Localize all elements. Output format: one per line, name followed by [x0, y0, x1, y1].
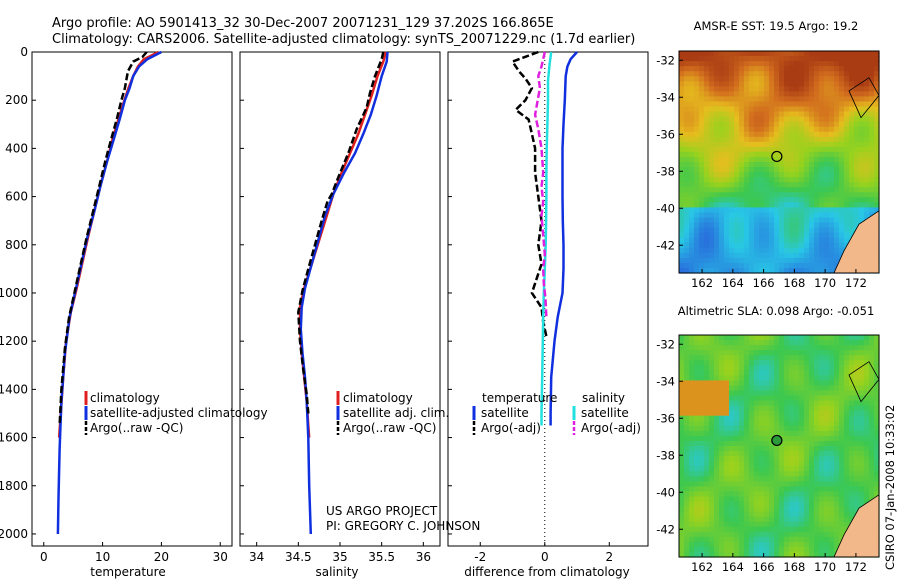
argo-location-marker	[771, 434, 783, 447]
map-x-tick-label: 166	[753, 276, 775, 290]
series-line-argo	[58, 51, 148, 426]
legend-climatology: climatology	[343, 391, 413, 405]
x-tick-label: 35	[332, 550, 347, 564]
legend-s-satellite: satellite	[581, 406, 629, 420]
pi-text: PI: GREGORY C. JOHNSON	[326, 519, 480, 533]
x-tick-label: 30	[213, 550, 228, 564]
legend-temperature: temperature	[482, 391, 557, 405]
map-x-tick-label: 168	[783, 276, 805, 290]
series-line-satellite	[299, 51, 389, 535]
map-y-tick-label: -38	[656, 164, 675, 178]
y-tick-label: 1800	[0, 479, 28, 493]
y-tick-label: 0	[20, 45, 28, 59]
series-line-t_argo	[510, 50, 548, 337]
legend-s-argo: Argo(-adj)	[581, 421, 641, 435]
header-line1: Argo profile: AO 5901413_32 30-Dec-2007 …	[52, 16, 554, 31]
map-x-tick-label: 162	[691, 560, 713, 574]
salinity-legend: climatology satellite adj. clim. Argo(..…	[336, 391, 449, 435]
map-x-tick-label: 164	[722, 276, 744, 290]
difference-axes	[447, 51, 649, 547]
sla-map: 162 164 166 168 170 172 -32 -34 -36 -38 -40 -42	[656, 334, 880, 574]
y-tick-label: 1200	[0, 334, 28, 348]
y-tick-label: 2000	[0, 527, 28, 541]
y-tick-label: 400	[5, 141, 28, 155]
map-x-tick-label: 162	[691, 276, 713, 290]
map-y-tick-label: -42	[656, 238, 675, 252]
legend-satellite-adjusted: satellite-adjusted climatology	[90, 406, 268, 420]
map-y-tick-label: -38	[656, 448, 675, 462]
project-text: US ARGO PROJECT	[326, 504, 438, 518]
x-tick-label: 0	[40, 550, 48, 564]
sst-map-title: AMSR-E SST: 19.5 Argo: 19.2	[694, 19, 859, 33]
temperature-legend: climatology satellite-adjusted climatolo…	[84, 391, 268, 435]
x-tick-label: 34	[249, 550, 264, 564]
map-x-tick-label: 170	[814, 276, 836, 290]
y-tick-label: 200	[5, 93, 28, 107]
temperature-axes	[31, 51, 233, 547]
map-frame	[678, 334, 880, 558]
map-y-tick-label: -36	[656, 127, 675, 141]
argo-location-marker	[771, 150, 783, 163]
legend-satellite: satellite adj. clim.	[343, 406, 449, 420]
series-line-s_sat	[540, 51, 553, 426]
map-y-tick-label: -32	[656, 337, 675, 351]
legend-t-satellite: satellite	[481, 406, 529, 420]
x-tick-label: 35.5	[368, 550, 395, 564]
legend-salinity: salinity	[582, 391, 625, 405]
legend-argo: Argo(..raw -QC)	[90, 421, 183, 435]
map-y-tick-label: -32	[656, 53, 675, 67]
salinity-axes	[239, 51, 441, 547]
map-y-tick-label: -36	[656, 411, 675, 425]
series-line-argo	[297, 51, 385, 414]
sst-map: 162 164 166 168 170 172 -32 -34 -36 -38 -40 -42	[656, 50, 880, 290]
series-line-s_argo	[533, 51, 548, 318]
salinity-xlabel: salinity	[315, 565, 358, 579]
map-x-tick-label: 170	[814, 560, 836, 574]
series-line-t_sat	[549, 51, 578, 426]
difference-legend: temperature satellite Argo(-adj) salinit…	[472, 391, 641, 435]
y-tick-label: 1400	[0, 382, 28, 396]
y-tick-label: 1600	[0, 431, 28, 445]
x-tick-label: 2	[605, 550, 613, 564]
map-x-tick-label: 172	[845, 276, 867, 290]
legend-t-argo: Argo(-adj)	[481, 421, 541, 435]
legend-climatology: climatology	[90, 391, 160, 405]
map-y-tick-label: -34	[656, 90, 675, 104]
series-line-satellite	[56, 50, 162, 535]
map-x-tick-label: 172	[845, 560, 867, 574]
timestamp: CSIRO 07-Jan-2008 10:33:02	[883, 405, 897, 570]
y-tick-label: 1000	[0, 286, 28, 300]
sla-map-title: Altimetric SLA: 0.098 Argo: -0.051	[678, 304, 875, 318]
x-tick-label: 0	[541, 550, 549, 564]
x-tick-label: -2	[474, 550, 486, 564]
map-x-tick-label: 166	[753, 560, 775, 574]
difference-xlabel: difference from climatology	[464, 565, 630, 579]
map-frame	[678, 50, 880, 274]
map-y-tick-label: -40	[656, 485, 675, 499]
map-y-tick-label: -42	[656, 522, 675, 536]
map-x-tick-label: 164	[722, 560, 744, 574]
map-x-tick-label: 168	[783, 560, 805, 574]
x-tick-label: 10	[95, 550, 110, 564]
map-y-tick-label: -40	[656, 201, 675, 215]
temperature-xlabel: temperature	[90, 565, 165, 579]
x-tick-label: 34.5	[285, 550, 312, 564]
y-tick-label: 800	[5, 238, 28, 252]
x-tick-label: 20	[154, 550, 169, 564]
x-tick-label: 36	[416, 550, 431, 564]
legend-argo: Argo(..raw -QC)	[343, 421, 436, 435]
header-line2: Climatology: CARS2006. Satellite-adjuste…	[52, 32, 635, 47]
y-tick-label: 600	[5, 190, 28, 204]
map-y-tick-label: -34	[656, 374, 675, 388]
series-line-climatology	[57, 50, 160, 438]
